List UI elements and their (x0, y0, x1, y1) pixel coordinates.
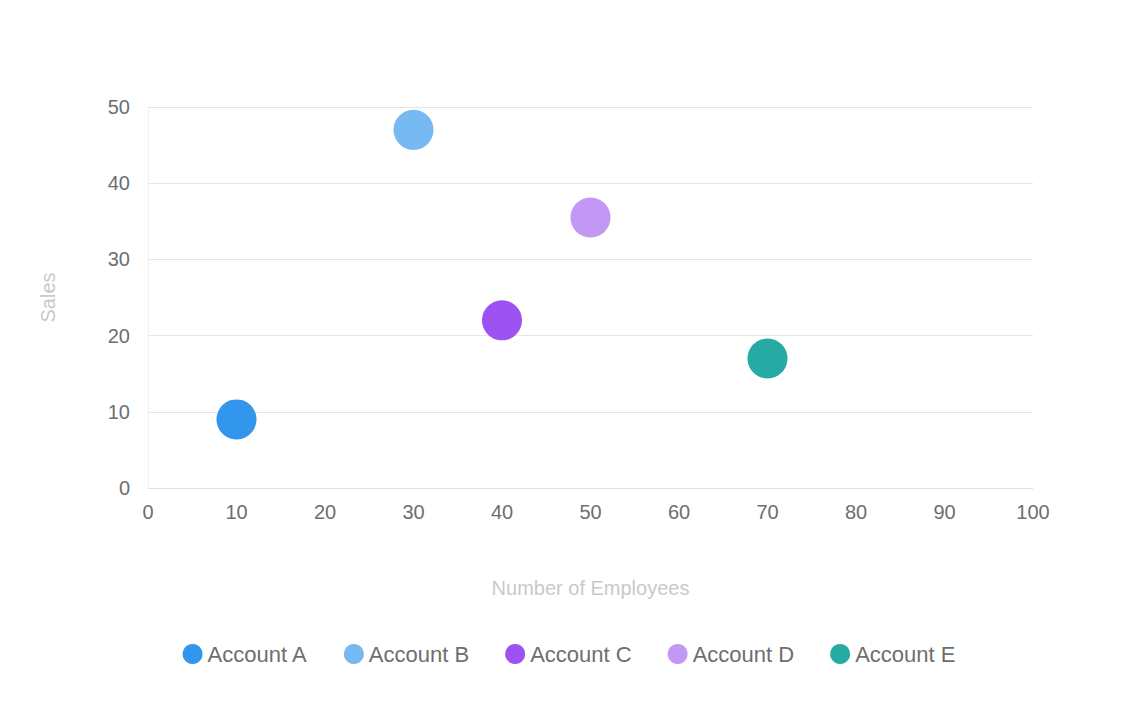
svg-text:80: 80 (845, 501, 867, 523)
svg-text:60: 60 (668, 501, 690, 523)
svg-text:Sales: Sales (37, 272, 59, 322)
svg-text:0: 0 (142, 501, 153, 523)
svg-text:30: 30 (402, 501, 424, 523)
svg-text:Account E: Account E (855, 642, 955, 667)
svg-text:Account B: Account B (369, 642, 469, 667)
svg-text:70: 70 (756, 501, 778, 523)
svg-text:10: 10 (225, 501, 247, 523)
svg-text:20: 20 (108, 325, 130, 347)
svg-text:Account A: Account A (208, 642, 307, 667)
svg-text:40: 40 (108, 172, 130, 194)
svg-text:30: 30 (108, 248, 130, 270)
svg-text:Account D: Account D (693, 642, 795, 667)
svg-text:0: 0 (119, 477, 130, 499)
svg-text:Number of Employees: Number of Employees (492, 577, 690, 599)
svg-text:90: 90 (933, 501, 955, 523)
svg-text:Account C: Account C (530, 642, 632, 667)
svg-text:50: 50 (579, 501, 601, 523)
svg-text:40: 40 (491, 501, 513, 523)
svg-text:50: 50 (108, 96, 130, 118)
svg-text:10: 10 (108, 401, 130, 423)
svg-text:100: 100 (1016, 501, 1049, 523)
svg-text:20: 20 (314, 501, 336, 523)
